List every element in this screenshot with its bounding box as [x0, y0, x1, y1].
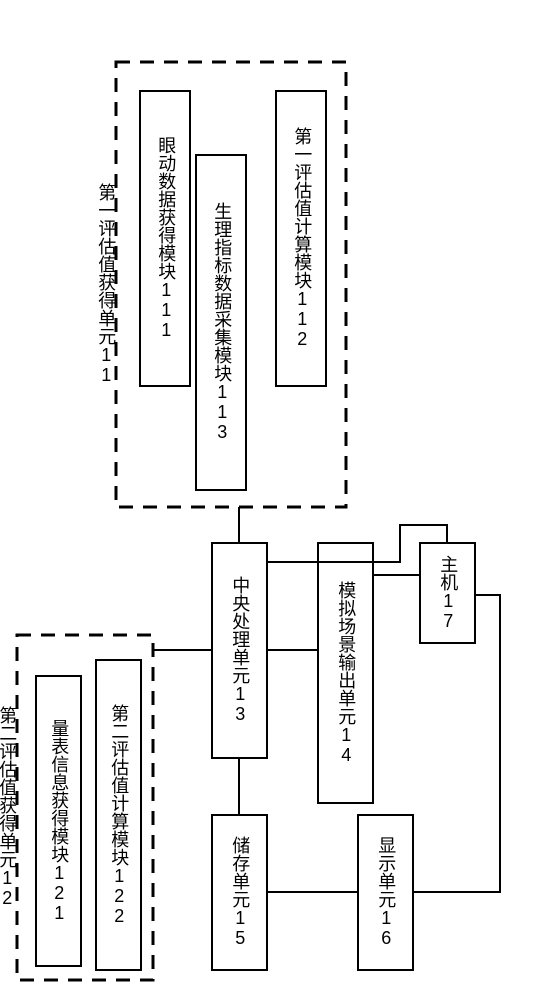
module-111-label: 眼动数据获得模块111: [156, 136, 176, 340]
host-17-label: 主机17: [438, 555, 458, 631]
scene-output-14-label: 模拟场景输出单元14: [336, 581, 356, 765]
storage-15-label: 储存单元15: [230, 836, 250, 948]
module-112-label: 第一评估值计算模块112: [292, 127, 312, 349]
system-diagram: 第一评估值获得单元11 第二评估值获得单元12 眼动数据获得模块111 第一评估…: [0, 0, 533, 1000]
group-second-eval-unit-12-label: 第二评估值获得单元12: [0, 706, 17, 908]
cpu-13-label: 中央处理单元13: [230, 576, 250, 724]
module-122-label: 第二评估值计算模块122: [109, 704, 129, 926]
module-121-label: 量表信息获得模块121: [49, 719, 69, 923]
display-16-label: 显示单元16: [376, 836, 396, 948]
module-113-label: 生理指标数据采集模块113: [212, 202, 232, 442]
group-first-eval-unit-11-label: 第一评估值获得单元11: [96, 183, 116, 385]
